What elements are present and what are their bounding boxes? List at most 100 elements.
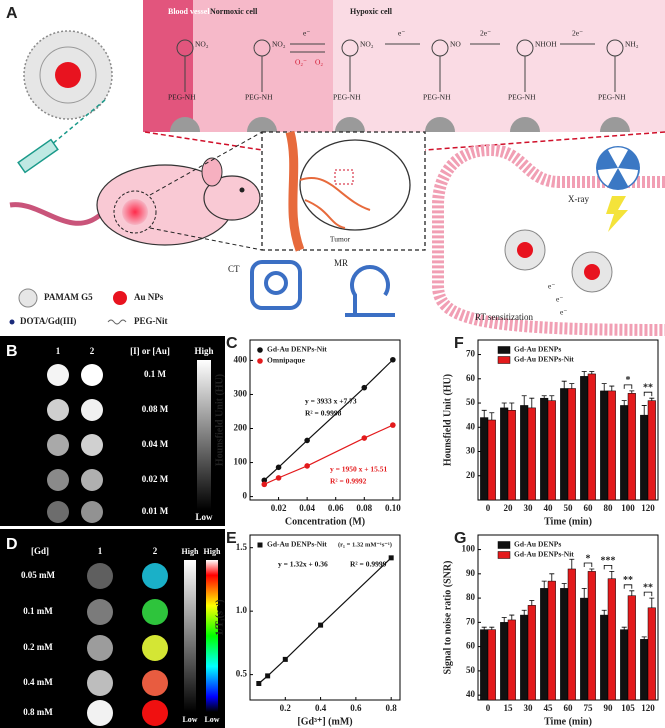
column-label: 1 — [98, 546, 103, 556]
scale-label: Low — [204, 715, 219, 724]
electron-label: 2e⁻ — [480, 29, 491, 38]
bar — [560, 588, 569, 701]
tumor-label: Tumor — [330, 235, 351, 244]
compartment-label: Normoxic cell — [210, 7, 258, 16]
data-point — [361, 384, 368, 391]
error-bar — [609, 385, 615, 391]
significance-label: *** — [601, 556, 616, 567]
error-bar — [629, 590, 635, 596]
x-tick-label: 80 — [604, 503, 614, 513]
y-tick-label: 70 — [466, 349, 476, 359]
linker-label: PEG-NH — [598, 93, 626, 102]
legend-note: (r₁ = 1.32 mM⁻¹s⁻¹) — [338, 541, 392, 548]
compartment-label: Blood vessel — [168, 7, 210, 16]
linker-label: PEG-NH — [333, 93, 361, 102]
fit-label: y = 3933 x +7.73 — [305, 397, 357, 406]
bar — [620, 405, 629, 501]
scale-label: Low — [182, 715, 197, 724]
electron-label: e⁻ — [303, 29, 310, 38]
mouse-eye — [239, 187, 245, 193]
xray-label: X-ray — [568, 194, 589, 204]
error-bar — [621, 400, 627, 406]
y-tick-label: 40 — [466, 689, 476, 699]
x-tick-label: 50 — [564, 503, 574, 513]
au-core — [584, 264, 600, 280]
fit-label: R² = 0.9999 — [350, 560, 387, 569]
phantom — [142, 700, 168, 726]
phantom — [87, 563, 113, 589]
bar — [580, 376, 589, 501]
phantom — [87, 599, 113, 625]
phantoms — [47, 364, 103, 523]
electron-label: e⁻ — [548, 282, 555, 291]
dendrimer-shell — [39, 46, 97, 104]
row-label: 0.8 mM — [23, 707, 53, 717]
x-tick-label: 60 — [564, 703, 574, 713]
data-point — [265, 673, 271, 679]
electron-label: e⁻ — [398, 29, 405, 38]
error-bar — [509, 402, 515, 411]
y-tick-label: 50 — [466, 397, 476, 407]
y-tick-label: 80 — [466, 592, 476, 602]
bar — [560, 388, 569, 501]
legend-text: Gd-Au DENPs-Nit — [267, 540, 327, 549]
x-tick-label: 0.06 — [328, 503, 344, 513]
error-bar — [489, 412, 495, 420]
legend-swatch — [497, 541, 511, 549]
colorbar — [197, 360, 211, 510]
data-point — [256, 681, 262, 686]
linker-label: PEG-NH — [508, 93, 536, 102]
legend-au — [113, 291, 127, 305]
legend-swatch — [497, 346, 511, 354]
legend-pamam — [18, 288, 38, 308]
bar — [507, 619, 516, 701]
error-bar — [649, 397, 655, 401]
data-point — [261, 477, 268, 484]
phantoms — [87, 563, 168, 726]
data-point — [318, 622, 324, 628]
phantom — [47, 399, 69, 421]
au-core — [517, 242, 533, 258]
y-tick-label: 400 — [234, 354, 248, 364]
data-point — [390, 422, 396, 428]
data-point — [275, 464, 282, 471]
x-tick-label: 45 — [544, 703, 554, 713]
phantom — [81, 501, 103, 523]
y-axis-label: 1/T₁(s⁻¹) — [214, 599, 225, 635]
error-bar — [541, 580, 547, 589]
bar — [540, 397, 549, 501]
radiation-symbol — [598, 147, 638, 186]
reaction-arrow — [290, 43, 595, 53]
legend-text: Gd-Au DENPs — [514, 345, 561, 354]
mouse-head — [203, 175, 261, 221]
phantom — [81, 364, 103, 386]
nitro-group: NO₂ — [360, 40, 374, 49]
panel-label: F — [454, 335, 464, 352]
column-label: 2 — [153, 546, 158, 556]
bar — [547, 400, 556, 501]
fit-label: y = 1950 x + 15.51 — [330, 465, 388, 474]
data-point — [275, 475, 282, 481]
bar — [487, 629, 496, 701]
legend-text: Gd-Au DENPs-Nit — [514, 355, 574, 364]
error-bar — [501, 402, 507, 408]
error-bar — [601, 383, 607, 391]
phantom — [87, 635, 113, 661]
x-tick-label: 20 — [504, 503, 514, 513]
nitro-group: NO₂ — [272, 40, 286, 49]
plot-frame — [249, 339, 401, 501]
tumor-site — [122, 199, 148, 225]
significance-bracket — [583, 562, 593, 567]
y-tick-label: 300 — [234, 389, 248, 399]
y-axis-label: Hounsfield Unit (HU) — [442, 374, 453, 466]
bar — [520, 405, 529, 501]
bar — [580, 597, 589, 701]
error-bar — [581, 371, 587, 377]
y-tick-label: 40 — [466, 421, 476, 431]
data-point — [304, 463, 310, 469]
panel-label: A — [6, 5, 18, 22]
data-point — [304, 437, 310, 444]
normoxic-bg — [193, 0, 333, 132]
y-tick-label: 60 — [466, 373, 476, 383]
zoom-line — [149, 131, 263, 251]
